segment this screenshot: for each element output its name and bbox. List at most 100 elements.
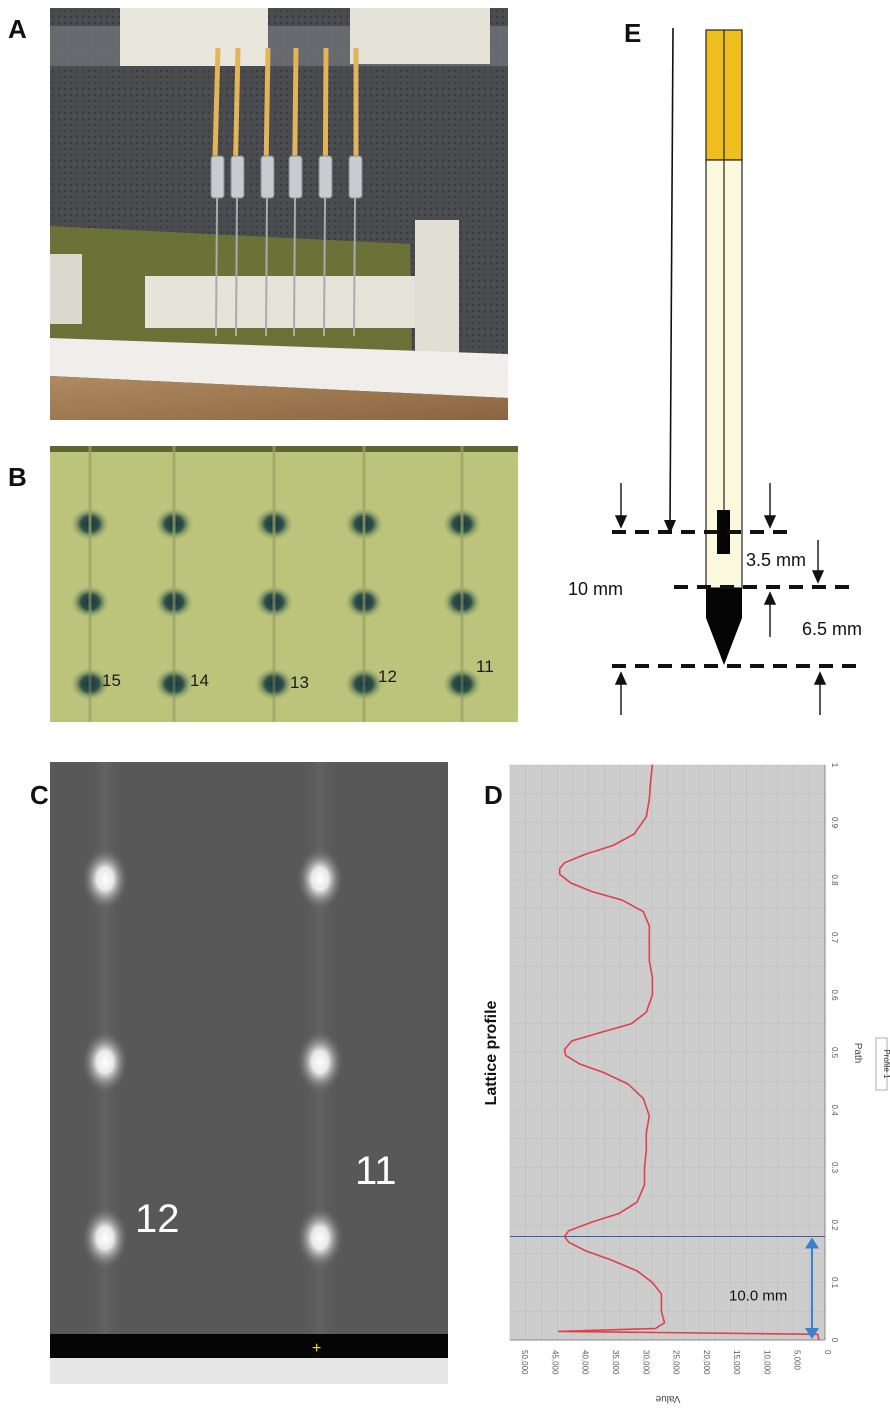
x-tick-label: 1 [830, 763, 839, 768]
arrow-head-down [805, 1328, 819, 1339]
y-tick-label: 25,000 [672, 1350, 681, 1375]
data-point [642, 1097, 644, 1100]
data-point [585, 853, 587, 855]
handwritten-12: 12 [135, 1197, 180, 1241]
data-point [563, 1235, 566, 1238]
data-point [648, 959, 650, 962]
data-point [636, 1270, 638, 1272]
x-tick-label: 0.7 [830, 932, 839, 944]
y-tick-label: 15,000 [732, 1350, 741, 1375]
data-point [645, 1149, 647, 1151]
data-point [648, 1115, 650, 1117]
handwritten-12: 12 [378, 667, 397, 686]
data-point [645, 816, 647, 818]
x-tick-label: 0.6 [830, 989, 839, 1001]
data-point [603, 1072, 605, 1074]
image-film-exposure: + 12 11 [50, 762, 448, 1384]
y-tick-label: 45,000 [550, 1350, 559, 1375]
data-point [630, 1023, 632, 1025]
x-tick-label: 0.4 [830, 1104, 839, 1116]
data-point [600, 1031, 602, 1033]
data-point [645, 1011, 647, 1013]
active-element [717, 510, 730, 554]
chart-lattice-profile: 0 0.1 0.2 0.3 0.4 0.5 0.6 0.7 0.8 0.9 1 50,000 45,0… [483, 763, 890, 1404]
annotation-10mm: 10.0 mm [729, 1287, 787, 1304]
handwritten-14: 14 [190, 671, 209, 690]
y-tick-label: 30,000 [641, 1350, 650, 1375]
data-point [651, 977, 653, 979]
data-point [643, 1166, 646, 1169]
data-point [565, 1054, 567, 1056]
y-tick-label: 5,000 [793, 1350, 802, 1371]
dimension-6-5mm: 6.5 mm [802, 619, 862, 639]
data-point [571, 1040, 573, 1042]
panel-label-c: C [30, 780, 49, 810]
x-tick-label: 0.1 [830, 1277, 839, 1289]
handwritten-13: 13 [290, 673, 309, 692]
data-point [648, 925, 650, 927]
data-point [585, 1250, 587, 1252]
x-tick-label: 0.5 [830, 1047, 839, 1059]
data-point [579, 1063, 581, 1065]
handwritten-15: 15 [102, 671, 121, 690]
data-point [643, 1184, 646, 1186]
data-point [563, 862, 566, 864]
panel-label-b: B [8, 462, 27, 492]
legend-box [875, 1037, 888, 1091]
dimension-3-5mm: 3.5 mm [746, 550, 806, 570]
panel-label-a: A [8, 14, 27, 44]
data-point [591, 1221, 593, 1223]
y-tick-label: 40,000 [581, 1350, 590, 1375]
data-point [651, 764, 653, 766]
x-tick-label: 0.2 [830, 1219, 839, 1231]
x-tick-label: 0.3 [830, 1162, 839, 1174]
data-point [651, 994, 653, 996]
data-point [621, 899, 623, 901]
guide-arrow-head [664, 520, 676, 534]
panel-label-d: D [484, 780, 503, 810]
data-point [651, 1281, 653, 1284]
data-point [609, 1258, 611, 1261]
x-axis-label: Path [852, 1043, 863, 1064]
data-point [663, 1322, 666, 1324]
y-axis-label: Value [655, 1393, 680, 1404]
y-tick-label: 0 [823, 1350, 832, 1355]
photo-gel-plate: 15 14 13 12 11 [50, 446, 518, 722]
x-tick-label: 0.9 [830, 817, 839, 829]
data-point [648, 942, 650, 944]
data-point [618, 1212, 620, 1215]
data-point [660, 1293, 663, 1295]
x-tick-label: 0.8 [830, 874, 839, 886]
panel-label-e: E [624, 18, 642, 48]
y-tick-label: 35,000 [611, 1350, 620, 1375]
y-tick-label: 50,000 [520, 1350, 529, 1375]
guide-arrow-line [669, 27, 674, 526]
data-point [649, 781, 652, 783]
legend-entry: Profile 1 [882, 1049, 890, 1079]
data-point [648, 798, 650, 801]
data-point [642, 911, 644, 913]
probe-tip [706, 588, 742, 665]
data-point [817, 1333, 819, 1335]
data-point [557, 1330, 560, 1332]
data-point [636, 1201, 638, 1203]
data-point [818, 1339, 820, 1341]
photo-electrode-array [50, 8, 508, 420]
y-tick-label: 20,000 [702, 1350, 711, 1375]
diagram-electrode: 10 mm 3.5 mm 6.5 mm [568, 27, 862, 715]
chart-title: Lattice profile [483, 1000, 500, 1105]
data-point [559, 867, 561, 870]
x-tick-label: 0 [830, 1338, 839, 1343]
data-point [563, 1049, 566, 1051]
data-point [591, 890, 593, 893]
yellow-cross-marker: + [312, 1340, 321, 1357]
data-point [612, 844, 614, 847]
handwritten-11: 11 [355, 1149, 397, 1193]
y-tick-label: 10,000 [762, 1350, 771, 1375]
dimension-10mm: 10 mm [568, 579, 623, 599]
data-point [654, 1327, 656, 1330]
data-point [645, 1132, 647, 1134]
data-point [633, 833, 635, 835]
handwritten-11: 11 [476, 657, 494, 676]
data-point [568, 1230, 570, 1232]
